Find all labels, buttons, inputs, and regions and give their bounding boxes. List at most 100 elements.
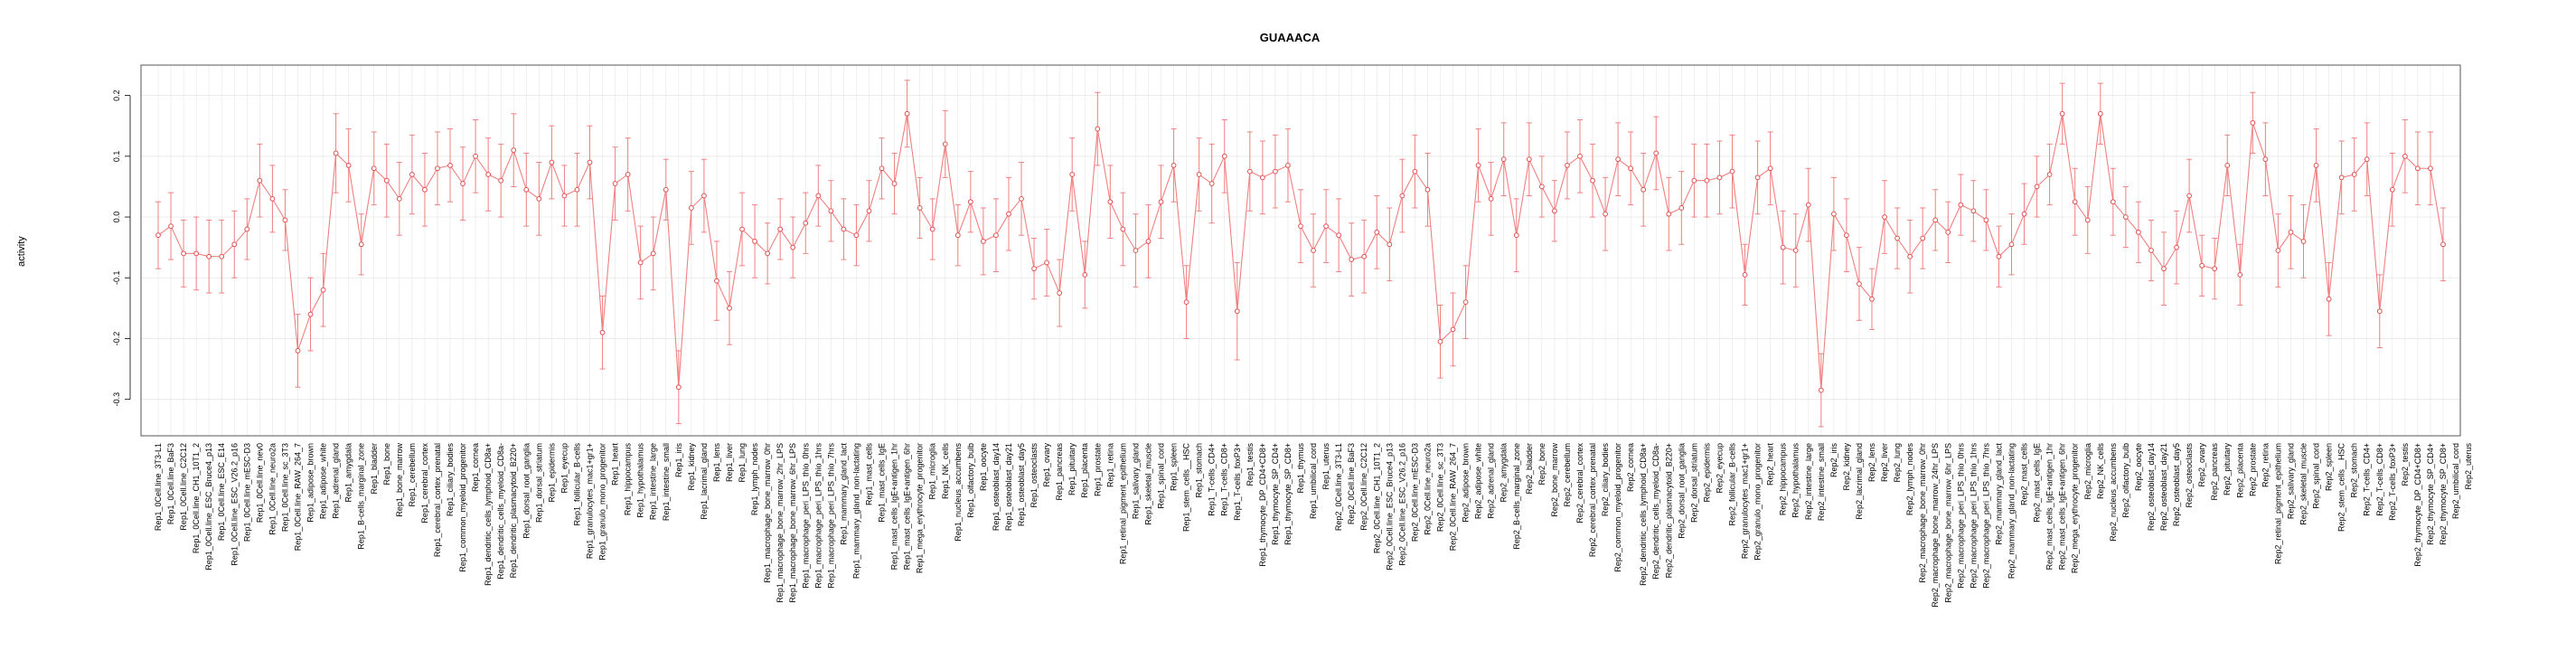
data-point [1704, 177, 1710, 184]
x-tick-label: Rep1_T-cells_CD4+ [1208, 443, 1217, 516]
data-point [1095, 126, 1101, 132]
x-tick-label: Rep2_0Cell.line_ESC_Bruce4_p13 [1385, 443, 1394, 571]
x-tick-label: Rep1_adrenal_gland [332, 443, 341, 519]
data-point [2389, 186, 2395, 193]
data-point [2161, 266, 2167, 272]
x-tick-label: Rep2_adipose_brown [1462, 443, 1471, 523]
x-tick-label: Rep2_retina [2261, 443, 2270, 487]
x-tick-label: Rep2_uterus [2464, 443, 2473, 490]
x-tick-label: Rep2_microglia [2083, 443, 2092, 500]
data-point [2059, 110, 2065, 117]
x-tick-label: Rep2_dorsal_striatum [1689, 443, 1698, 523]
x-tick-label: Rep2_mega_erythrocyte_progenitor [2071, 443, 2080, 573]
data-point [1526, 156, 1532, 163]
data-point [1361, 253, 1368, 259]
data-point [549, 159, 555, 165]
data-point [574, 186, 580, 193]
x-tick-label: Rep1_0Cell.line_mESC-D3 [242, 443, 251, 542]
x-tick-label: Rep1_retinal_pigment_epithelium [1118, 443, 1127, 564]
x-tick-label: Rep1_mast_cells [864, 443, 873, 506]
data-point [371, 165, 377, 172]
y-tick-label: -0.1 [112, 270, 121, 285]
x-tick-label: Rep1_epidermis [547, 443, 556, 503]
y-tick-label: -0.3 [112, 392, 121, 407]
x-tick-label: Rep1_oocyte [979, 443, 988, 491]
x-tick-label: Rep2_0Cell.line_mESC-D3 [1410, 443, 1419, 542]
x-tick-label: Rep2_salivary_gland [2286, 443, 2295, 519]
x-tick-label: Rep2_ovary [2197, 443, 2206, 487]
data-point [1273, 168, 1278, 175]
data-point [523, 186, 530, 193]
data-point [2097, 110, 2103, 117]
x-tick-label: Rep2_bladder [1525, 443, 1534, 495]
x-tick-label: Rep1_lens [712, 443, 721, 483]
data-point [1920, 235, 1926, 241]
x-tick-label: Rep2_B-cells_marginal_zone [1512, 443, 1521, 550]
x-tick-label: Rep2_amygdala [1500, 443, 1509, 503]
x-tick-label: Rep1_iris [674, 443, 683, 478]
data-point [1729, 168, 1735, 175]
x-tick-label: Rep2_adipose_white [1474, 443, 1483, 519]
data-point [257, 177, 263, 184]
data-point [2084, 217, 2091, 223]
x-tick-label: Rep2_eyecup [1715, 443, 1724, 494]
x-tick-label: Rep1_olfactory_bulb [966, 443, 975, 518]
x-tick-label: Rep2_mast_cells_IgE+antigen_1hr [2045, 443, 2054, 570]
x-tick-label: Rep1_osteoblast_day14 [992, 443, 1001, 531]
data-point [333, 150, 339, 156]
x-tick-label: Rep1_dendritic_cells_myeloid_CD8a- [496, 443, 505, 580]
x-tick-label: Rep2_mammary_gland_non-lactating [2007, 443, 2016, 579]
data-point [1907, 253, 1913, 259]
data-point [637, 259, 644, 266]
data-point [244, 226, 250, 232]
data-point [1246, 168, 1253, 175]
data-point [904, 110, 910, 117]
x-tick-label: Rep2_macrophage_bone_marrow_0hr [1918, 443, 1927, 583]
data-point [2250, 119, 2256, 126]
data-point [358, 241, 364, 248]
x-tick-label: Rep1_stem_cells__HSC [1182, 443, 1191, 533]
x-tick-label: Rep2_follicular_B-cells [1728, 443, 1737, 526]
x-tick-label: Rep2_testis [2401, 443, 2410, 486]
data-point [1551, 208, 1557, 214]
x-tick-label: Rep2_epidermis [1702, 443, 1711, 503]
data-point [1488, 195, 1494, 202]
x-tick-label: Rep1_macrophage_bone_marrow_2hr_LPS [776, 443, 785, 603]
data-point [206, 253, 212, 259]
data-point [1298, 223, 1303, 230]
data-point [967, 199, 973, 205]
x-tick-label: Rep2_cerebral_cortex [1575, 443, 1584, 524]
data-point [1374, 229, 1380, 235]
x-tick-label: Rep1_amygdala [344, 443, 353, 503]
data-point [2136, 229, 2141, 235]
data-point [1082, 271, 1088, 278]
x-tick-label: Rep1_prostate [1093, 443, 1102, 496]
data-point [536, 195, 542, 202]
data-point [1958, 202, 1964, 208]
data-point [1349, 257, 1355, 262]
data-point [1208, 181, 1215, 186]
x-tick-label: Rep1_dendritic_plasmacytoid_B220+ [509, 443, 518, 578]
data-point [1057, 290, 1063, 296]
x-tick-label: Rep2_kidney [1842, 443, 1851, 491]
x-tick-label: Rep2_lymph_nodes [1905, 443, 1914, 516]
data-point [2415, 165, 2421, 172]
data-point [1387, 241, 1393, 248]
chart-title: GUAAACA [1260, 31, 1321, 44]
data-point [1818, 387, 1824, 393]
y-tick-label: 0.1 [112, 151, 121, 163]
data-point [1641, 186, 1647, 193]
x-tick-label: Rep1_osteoblast_day5 [1017, 443, 1026, 526]
data-point [561, 193, 568, 199]
x-tick-label: Rep2_thymocyte_DP_CD4+CD8+ [2413, 443, 2422, 567]
y-tick-label: 0.2 [112, 90, 121, 101]
data-point [460, 181, 465, 186]
x-tick-label: Rep2_bone_marrow [1550, 443, 1559, 517]
x-tick-label: Rep1_NK_cells [941, 443, 950, 500]
x-tick-label: Rep1_nucleus_accumbens [954, 443, 963, 542]
x-tick-label: Rep1_cerebellum [408, 443, 417, 507]
data-point [1538, 184, 1545, 190]
data-point [2199, 262, 2205, 269]
data-point [2224, 163, 2231, 168]
x-tick-label: Rep2_cerebral_cortex_prenatal [1588, 443, 1597, 557]
